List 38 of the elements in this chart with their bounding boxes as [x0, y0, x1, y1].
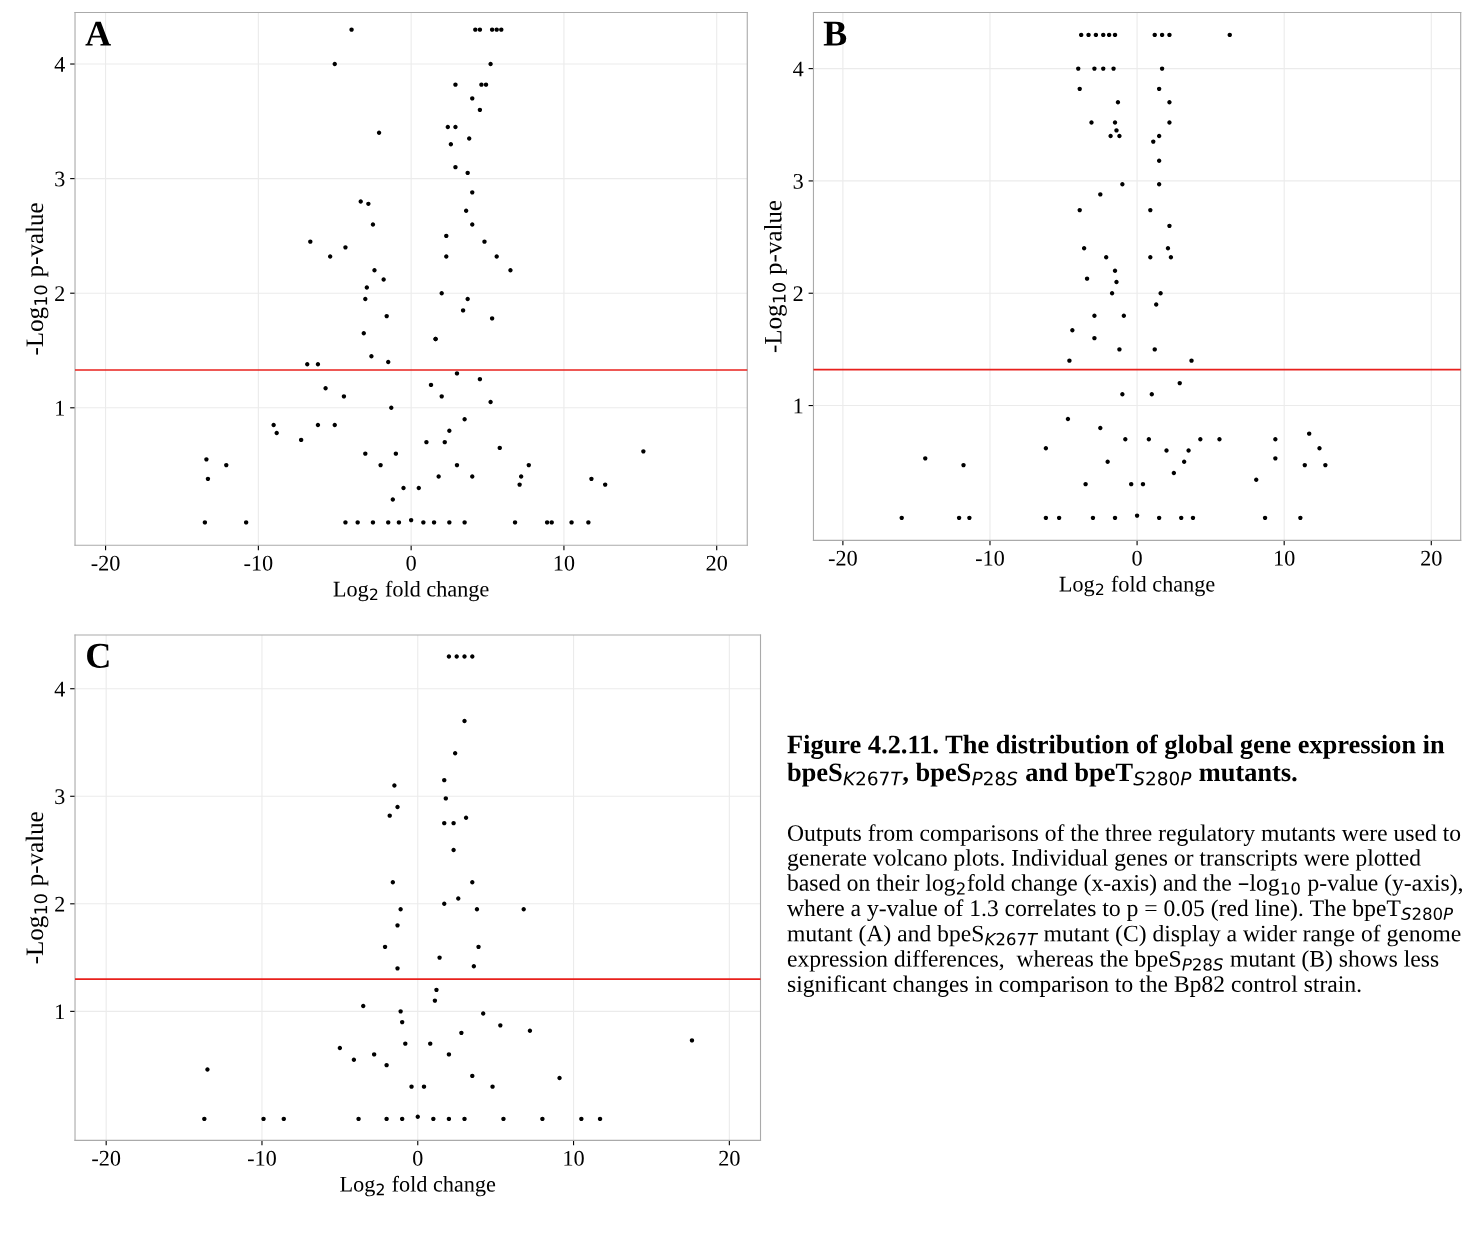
x-tick-label: 20 — [1421, 550, 1442, 566]
y-tick-label: 1 — [56, 400, 64, 416]
x-tick-label: 0 — [406, 555, 416, 571]
x-tick-label: -10 — [244, 555, 273, 571]
y-axis-title: -Log$_{10}$ p-value — [25, 203, 49, 355]
y-tick-label: 2 — [55, 286, 65, 301]
x-tick-label: -10 — [976, 550, 1004, 566]
chart-title: A — [85, 21, 111, 46]
y-tick-label: 4 — [793, 61, 804, 77]
x-tick-label: 10 — [554, 555, 575, 571]
x-tick-label: 10 — [564, 1150, 584, 1166]
chart-title: B — [823, 21, 847, 46]
y-tick-label: 3 — [793, 173, 803, 189]
x-tick-label: -20 — [91, 555, 120, 571]
y-tick-label: 1 — [56, 1004, 64, 1020]
y-tick-label: 4 — [54, 681, 65, 697]
x-tick-label: -20 — [828, 550, 857, 566]
y-tick-label: 2 — [793, 286, 803, 301]
x-axis-title: Log$_{2}$ fold change — [1059, 575, 1215, 597]
x-tick-label: 10 — [1275, 550, 1295, 566]
x-axis-title: Log$_{2}$ fold change — [333, 580, 489, 602]
y-tick-label: 3 — [55, 789, 65, 805]
x-tick-label: -10 — [247, 1150, 276, 1166]
y-tick-label: 2 — [55, 896, 65, 912]
caption: Figure 4.2.11. The distribution of global gene expression in bpeS$_{K267T}$, bpeS$_{P28S}$ and bpeT$_{S280P}$ mutants. — [787, 734, 1445, 787]
x-tick-label: 20 — [706, 555, 727, 571]
x-tick-label: 20 — [719, 1150, 740, 1166]
y-axis-title: -Log$_{10}$ p-value — [764, 200, 787, 353]
chart-title: C — [87, 643, 109, 668]
x-axis-title: Log$_{2}$ fold change — [340, 1175, 496, 1197]
y-axis-title: -Log$_{10}$ p-value — [25, 812, 49, 964]
x-tick-label: 0 — [413, 1150, 423, 1166]
y-tick-label: 3 — [55, 171, 65, 187]
x-tick-label: 0 — [1132, 550, 1142, 566]
x-tick-label: -20 — [92, 1150, 121, 1166]
y-tick-label: 1 — [794, 398, 803, 414]
y-tick-label: 4 — [54, 57, 65, 72]
text: Outputs from comparisons of the three regulatory mutants were used to generate volcano plots. Individual genes or transcripts were plotted based on their log$_{2}$fold change (x-axis) and the –log$_{10}$ p-value (y-axis), where a y-value of 1.3 correlates to p = 0.05 (red line). The bpeT$_{S280P}$ mutant (A) and bpeS$_{K267T}$ mutant (C) display a wider range of genome expression differences, whereas the bpeS$_{P28S}$ mutant (B) shows less significant changes in comparison to the Bp82 control strain. — [786, 824, 1462, 997]
